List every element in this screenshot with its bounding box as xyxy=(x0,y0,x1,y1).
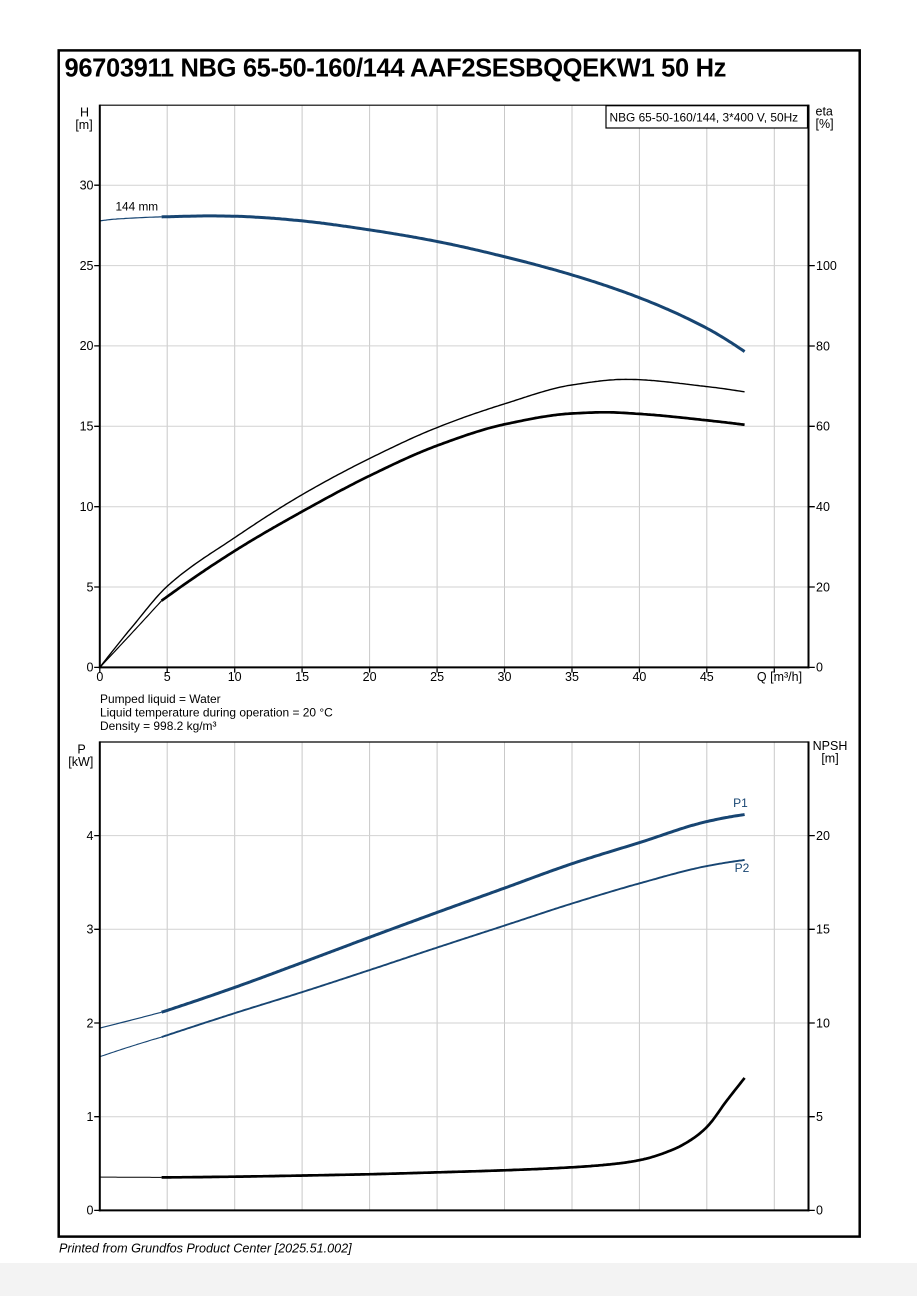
svg-text:60: 60 xyxy=(816,420,830,434)
svg-text:[m]: [m] xyxy=(75,118,92,132)
svg-text:5: 5 xyxy=(87,580,94,594)
svg-text:20: 20 xyxy=(816,829,830,843)
svg-text:30: 30 xyxy=(498,670,512,684)
svg-text:2: 2 xyxy=(87,1016,94,1030)
svg-text:5: 5 xyxy=(164,670,171,684)
svg-text:10: 10 xyxy=(80,500,94,514)
svg-text:35: 35 xyxy=(565,670,579,684)
svg-text:P: P xyxy=(77,743,85,757)
svg-text:96703911 NBG 65-50-160/144 AAF: 96703911 NBG 65-50-160/144 AAF2SESBQQEKW… xyxy=(65,54,727,82)
svg-text:0: 0 xyxy=(816,661,823,675)
svg-text:30: 30 xyxy=(80,179,94,193)
svg-text:20: 20 xyxy=(80,339,94,353)
svg-text:Pumped liquid = Water: Pumped liquid = Water xyxy=(100,692,221,706)
svg-text:20: 20 xyxy=(816,580,830,594)
svg-text:P1: P1 xyxy=(733,796,748,810)
svg-text:[%]: [%] xyxy=(816,117,834,131)
svg-text:NBG 65-50-160/144, 3*400 V, 50: NBG 65-50-160/144, 3*400 V, 50Hz xyxy=(610,111,799,125)
svg-text:0: 0 xyxy=(87,1204,94,1218)
svg-text:40: 40 xyxy=(632,670,646,684)
svg-text:100: 100 xyxy=(816,259,837,273)
svg-text:20: 20 xyxy=(363,670,377,684)
svg-text:[m]: [m] xyxy=(821,752,838,766)
svg-text:eta: eta xyxy=(816,105,833,119)
svg-text:Density = 998.2 kg/m³: Density = 998.2 kg/m³ xyxy=(100,719,216,733)
svg-text:15: 15 xyxy=(80,420,94,434)
svg-text:Printed from Grundfos Product: Printed from Grundfos Product Center [20… xyxy=(59,1242,352,1256)
svg-text:Liquid temperature during oper: Liquid temperature during operation = 20… xyxy=(100,706,333,720)
svg-text:0: 0 xyxy=(816,1204,823,1218)
svg-text:5: 5 xyxy=(816,1110,823,1124)
svg-text:0: 0 xyxy=(96,670,103,684)
svg-text:1: 1 xyxy=(87,1110,94,1124)
svg-text:[kW]: [kW] xyxy=(68,755,93,769)
svg-text:10: 10 xyxy=(816,1016,830,1030)
svg-text:P2: P2 xyxy=(735,861,750,875)
svg-text:45: 45 xyxy=(700,670,714,684)
svg-text:144 mm: 144 mm xyxy=(116,200,159,214)
svg-text:3: 3 xyxy=(87,923,94,937)
svg-text:25: 25 xyxy=(80,259,94,273)
svg-text:H: H xyxy=(80,106,89,120)
svg-text:80: 80 xyxy=(816,339,830,353)
svg-text:0: 0 xyxy=(87,661,94,675)
svg-text:NPSH: NPSH xyxy=(813,739,848,753)
svg-text:25: 25 xyxy=(430,670,444,684)
svg-text:15: 15 xyxy=(816,923,830,937)
svg-text:4: 4 xyxy=(87,829,94,843)
svg-text:40: 40 xyxy=(816,500,830,514)
svg-text:Q [m³/h]: Q [m³/h] xyxy=(757,670,802,684)
svg-text:10: 10 xyxy=(228,670,242,684)
svg-text:15: 15 xyxy=(295,670,309,684)
